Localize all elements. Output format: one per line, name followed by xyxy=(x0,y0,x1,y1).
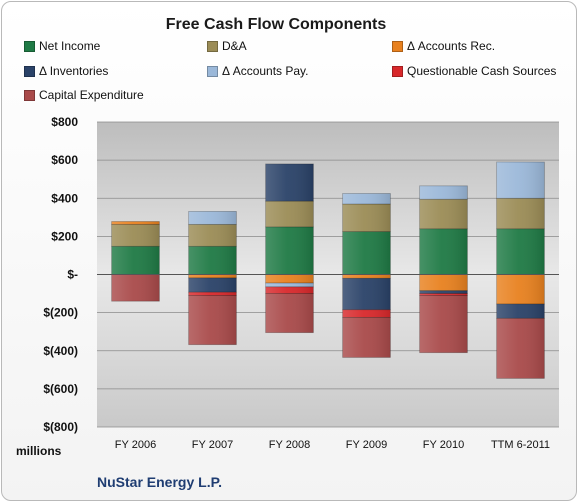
legend-item: Questionable Cash Sources xyxy=(392,64,556,78)
legend-item: Net Income xyxy=(24,39,100,53)
bar-segment-shine xyxy=(342,231,391,275)
bar-segment-shine xyxy=(111,221,160,225)
bar-segment-shine xyxy=(188,224,237,247)
bar-segment-shine xyxy=(265,163,314,202)
y-tick-label: $600 xyxy=(51,153,78,167)
bar-segment-shine xyxy=(188,211,237,225)
legend-swatch xyxy=(207,65,218,77)
bar-segment-shine xyxy=(265,274,314,284)
bar-segment-shine xyxy=(496,274,545,305)
x-tick-label: FY 2006 xyxy=(115,439,156,451)
bar-segment-shine xyxy=(188,277,237,293)
bar-segment-shine xyxy=(419,295,468,353)
bar-segment-shine xyxy=(496,162,545,199)
chart-title: Free Cash Flow Components xyxy=(165,16,387,33)
bar-segment-shine xyxy=(111,224,160,247)
bar-segment-shine xyxy=(496,228,545,275)
legend-label: Questionable Cash Sources xyxy=(407,64,557,78)
bar-segment-shine xyxy=(419,228,468,275)
y-tick-label: $800 xyxy=(51,115,78,129)
bar-segment-shine xyxy=(188,274,237,278)
legend-label: Δ Inventories xyxy=(39,64,109,78)
bar-segment-shine xyxy=(188,246,237,275)
bar-segment-shine xyxy=(342,309,391,318)
bar-segment-shine xyxy=(265,226,314,275)
bar-segment-shine xyxy=(496,198,545,229)
y-tick-label: $(600) xyxy=(43,382,78,396)
bar-segment-shine xyxy=(111,274,160,302)
bar-segment-shine xyxy=(265,201,314,227)
legend-swatch xyxy=(392,40,403,52)
bar-segment-shine xyxy=(496,304,545,319)
bar-segment-shine xyxy=(419,185,468,200)
x-tick-label: TTM 6-2011 xyxy=(491,439,550,451)
legend-label: D&A xyxy=(222,39,247,53)
y-tick-label: $- xyxy=(67,268,78,282)
legend-item: Δ Accounts Rec. xyxy=(392,39,495,53)
y-tick-label: $(200) xyxy=(43,306,78,320)
legend-item: Δ Inventories xyxy=(24,64,108,78)
y-unit-label: millions xyxy=(16,444,62,458)
bar-segment-shine xyxy=(419,293,468,296)
legend-item: Δ Accounts Pay. xyxy=(207,64,309,78)
y-tick-label: $200 xyxy=(51,229,78,243)
bar-segment-shine xyxy=(419,199,468,229)
legend-swatch xyxy=(24,89,35,101)
bar-segment-shine xyxy=(188,295,237,345)
y-tick-label: $400 xyxy=(51,191,78,205)
legend-label: Δ Accounts Pay. xyxy=(222,64,309,78)
bar-segment-shine xyxy=(419,290,468,294)
legend-item: Capital Expenditure xyxy=(24,88,144,102)
bar-segment-shine xyxy=(342,278,391,310)
x-tick-label: FY 2008 xyxy=(269,439,310,451)
legend-swatch xyxy=(24,40,35,52)
bar-segment-shine xyxy=(419,274,468,291)
x-tick-label: FY 2010 xyxy=(423,439,464,451)
bar-segment-shine xyxy=(265,293,314,333)
bar-segment-shine xyxy=(496,318,545,379)
bar-segment-shine xyxy=(111,246,160,275)
legend-label: Net Income xyxy=(39,39,101,53)
legend-swatch xyxy=(207,40,218,52)
bar-segment-shine xyxy=(342,193,391,204)
legend-label: Δ Accounts Rec. xyxy=(407,39,496,53)
legend-swatch xyxy=(392,65,403,77)
legend-swatch xyxy=(24,65,35,77)
bar-segment-shine xyxy=(342,274,391,279)
x-tick-label: FY 2007 xyxy=(192,439,233,451)
y-tick-label: $(800) xyxy=(43,420,78,434)
x-tick-label: FY 2009 xyxy=(346,439,387,451)
legend-label: Capital Expenditure xyxy=(39,88,144,102)
bar-segment-shine xyxy=(342,203,391,232)
bar-segment-shine xyxy=(265,286,314,294)
bar-segment-shine xyxy=(188,292,237,296)
y-tick-label: $(400) xyxy=(43,344,78,358)
bar-segment-shine xyxy=(342,317,391,358)
company-name: NuStar Energy L.P. xyxy=(97,474,223,490)
legend-item: D&A xyxy=(207,39,247,53)
bar-segment-shine xyxy=(265,283,314,287)
